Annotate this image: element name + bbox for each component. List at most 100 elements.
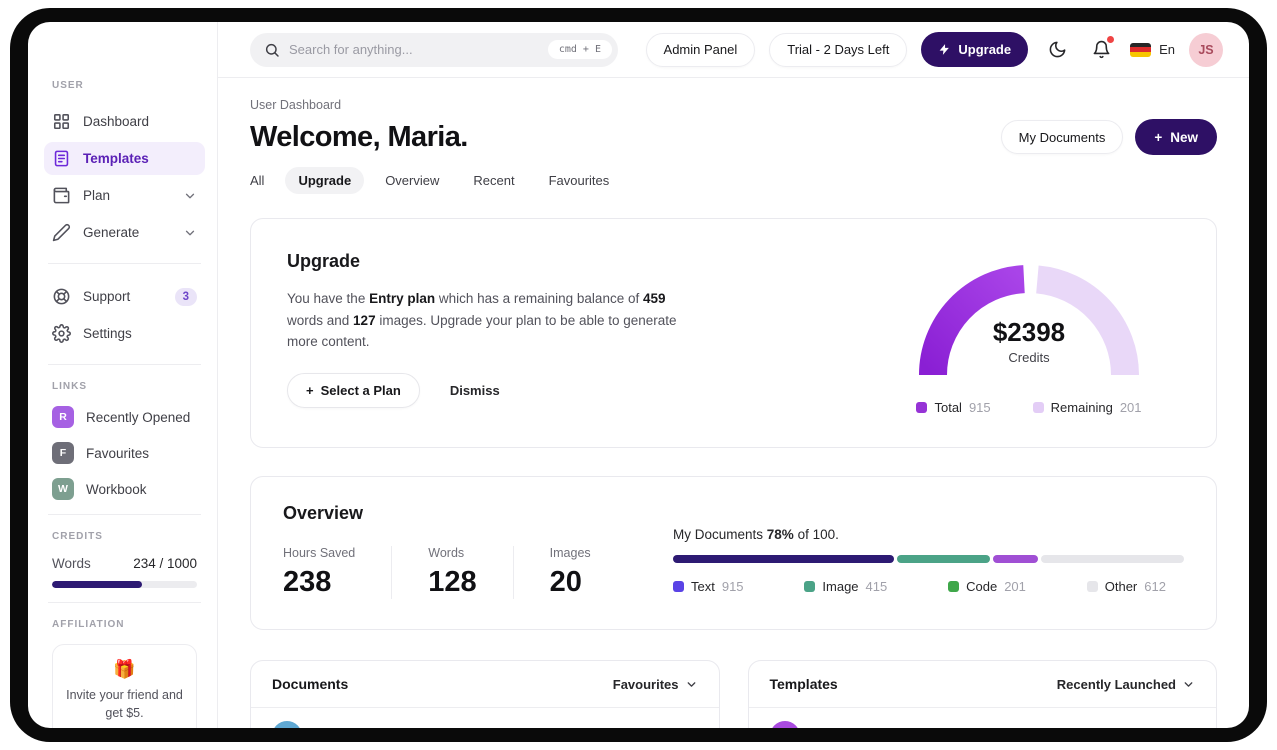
gear-icon [52,324,71,343]
link-initial-badge: F [52,442,74,464]
sidebar-item-settings[interactable]: Settings [44,317,205,350]
content-area: User Dashboard Welcome, Maria. My Docume… [218,78,1249,728]
legend-swatch [1086,581,1098,592]
pencil-icon [52,224,70,242]
documents-card: Documents Favourites Untitled Document i… [250,660,720,728]
sidebar-item-templates[interactable]: Templates [44,142,205,175]
bar-segment-other [1040,555,1184,563]
legend-code: Code 201 [948,579,1026,594]
sidebar-link-recently-opened[interactable]: R Recently Opened [52,406,197,428]
credits-amount: $2398 [992,317,1066,347]
legend-remaining: Remaining 201 [1032,400,1142,415]
sidebar-section-credits: CREDITS [52,531,103,542]
link-label: Favourites [86,445,150,461]
upgrade-card: Upgrade You have the Entry plan which ha… [250,218,1217,448]
tab-recent[interactable]: Recent [473,173,515,188]
stat-images: Images 20 [512,546,627,599]
templates-card-title: Templates [769,676,838,692]
select-plan-button[interactable]: + Select a Plan [287,372,420,408]
documents-filter-dropdown[interactable]: Favourites [613,677,698,692]
legend-text: Text 915 [673,579,744,594]
device-frame: USER Dashboard Templates Plan Generate [10,8,1267,742]
bar-legend: Text 915 Image 415 Code 20 [673,579,1184,594]
search-icon [265,43,279,57]
documents-progress-text: My Documents 78% of 100. [673,527,839,542]
tab-upgrade[interactable]: Upgrade [285,167,365,194]
sidebar-link-favourites[interactable]: F Favourites [52,442,197,464]
dark-mode-toggle[interactable] [1042,35,1072,65]
semicircle-donut-chart [919,265,1139,376]
divider [48,514,201,515]
plus-icon: + [306,382,314,398]
search-input[interactable]: Search for anything... cmd + E [250,32,618,67]
sidebar-item-label: Dashboard [83,114,150,129]
sidebar-section-affiliation: AFFILIATION [52,619,125,630]
divider [48,263,201,264]
legend-swatch [804,581,816,592]
wallet-icon [53,187,70,204]
tab-all[interactable]: All [250,173,265,188]
language-selector[interactable]: En [1130,42,1175,57]
german-flag-icon [1130,42,1152,57]
template-avatar [769,721,800,728]
lightning-icon [939,44,950,55]
gift-icon: 🎁 [113,659,136,679]
templates-filter-dropdown[interactable]: Recently Launched [1057,677,1195,692]
stat-hours-saved: Hours Saved 238 [283,546,356,598]
grid-icon [53,113,70,130]
notification-dot [1107,35,1115,43]
plus-icon: + [1154,129,1163,145]
affiliation-card: 🎁 Invite your friend and get $5. Invite [52,644,197,728]
trial-status-button[interactable]: Trial - 2 Days Left [769,32,908,67]
sidebar-item-plan[interactable]: Plan [44,179,205,212]
dismiss-button[interactable]: Dismiss [449,382,500,398]
documents-card-title: Documents [272,676,349,692]
select-plan-label: Select a Plan [320,382,401,398]
sidebar-item-label: Templates [83,151,149,166]
topbar: Search for anything... cmd + E Admin Pan… [218,22,1249,78]
support-count-badge: 3 [174,287,197,306]
my-documents-button[interactable]: My Documents [1000,120,1124,154]
admin-panel-button[interactable]: Admin Panel [645,32,756,67]
sidebar-link-workbook[interactable]: W Workbook [52,478,197,500]
new-button-label: New [1170,129,1198,145]
template-row[interactable]: Blog Post Title in Workbook [749,708,1217,728]
user-avatar[interactable]: JS [1189,32,1223,67]
templates-card: Templates Recently Launched Blog Post Ti… [747,660,1217,728]
divider [48,602,201,603]
documents-stacked-bar [673,555,1184,563]
stat-words: Words 128 [391,546,512,599]
bell-icon [1093,40,1110,59]
sidebar-item-dashboard[interactable]: Dashboard [44,105,205,138]
bar-segment-text [673,555,894,563]
gauge-remaining-arc [1035,265,1139,376]
sidebar-item-generate[interactable]: Generate [44,216,205,249]
credits-progress-track [52,581,197,588]
upgrade-card-title: Upgrade [287,251,361,271]
upgrade-button-label: Upgrade [958,42,1012,57]
upgrade-button[interactable]: Upgrade [921,32,1029,67]
chevron-down-icon [687,681,695,687]
sidebar-item-support[interactable]: Support 3 [44,280,205,313]
legend-swatch [1032,402,1044,413]
sidebar-item-label: Settings [83,326,132,341]
sidebar-section-links: LINKS [52,381,87,392]
new-button[interactable]: + New [1135,119,1217,155]
chevron-down-icon [185,193,195,198]
tab-favourites[interactable]: Favourites [548,173,610,188]
link-label: Workbook [86,481,147,497]
document-row[interactable]: Untitled Document in Workbook [251,708,719,728]
credits-words-value: 234 / 1000 [133,556,197,571]
tab-overview[interactable]: Overview [385,173,440,188]
link-label: Recently Opened [86,409,191,425]
overview-card: Overview Hours Saved 238 Words 128 [250,476,1217,630]
bar-segment-image [896,555,990,563]
link-initial-badge: R [52,406,74,428]
legend-swatch [916,402,928,413]
notifications-button[interactable] [1086,35,1116,65]
legend-other: Other 612 [1086,579,1166,594]
lifebuoy-icon [53,288,70,305]
main-column: Search for anything... cmd + E Admin Pan… [218,22,1249,728]
legend-swatch [673,581,684,592]
affiliation-text: Invite your friend and get $5. [66,688,183,721]
